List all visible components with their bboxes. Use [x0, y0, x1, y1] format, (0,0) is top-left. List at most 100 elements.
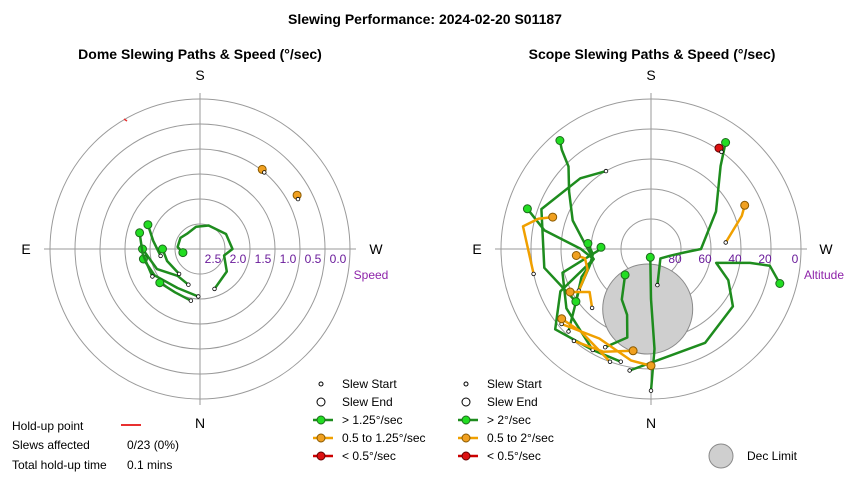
dome-radial-label: Speed [354, 268, 389, 282]
scope-tick-label: 20 [758, 252, 772, 266]
scope-slew-end-point [596, 242, 606, 252]
legend-medium-marker [316, 433, 326, 443]
dome-legend: Slew Start Slew End > 1.25°/sec 0.5 to 1… [313, 377, 426, 463]
dome-tick-labels: 2.5 2.0 1.5 1.0 0.5 0.0 [205, 252, 347, 266]
stat-hold-up-time-value: 0.1 mins [127, 458, 172, 472]
dome-slew-start-point [158, 253, 163, 259]
dome-polar-chart: Dome Slewing Paths & Speed (°/sec) S N E… [21, 46, 388, 431]
scope-slew-end-point [775, 279, 785, 288]
dome-cardinal-right: W [369, 241, 383, 257]
dome-slew-end-point [158, 244, 167, 254]
scope-slew-path [570, 290, 594, 309]
scope-slew-start-point [589, 305, 595, 311]
scope-slew-start-point [627, 368, 632, 373]
scope-legend: Slew Start Slew End > 2°/sec 0.5 to 2°/s… [458, 377, 798, 469]
scope-slew-end-point [548, 212, 558, 222]
dome-subtitle: Dome Slewing Paths & Speed (°/sec) [78, 46, 322, 62]
scope-slew-end-point [555, 136, 565, 145]
legend-slew-start-marker [318, 381, 324, 387]
legend-slew-end-marker [316, 397, 326, 407]
scope-cardinal-bottom: N [646, 415, 656, 431]
scope-grid [495, 93, 807, 405]
scope-slew-start-point [571, 338, 577, 344]
legend-slow-label: < 0.5°/sec [487, 449, 541, 463]
legend-dec-limit-label: Dec Limit [747, 449, 798, 463]
scope-slew-end-point [583, 239, 593, 248]
dome-cardinal-left: E [21, 241, 30, 257]
scope-slew-path [573, 339, 634, 353]
dome-tick-label: 0.0 [330, 252, 347, 266]
scope-slew-path [561, 246, 602, 351]
dome-slew-start-point [262, 170, 267, 175]
dome-slew-start-point [150, 274, 155, 279]
legend-slew-start-label: Slew Start [342, 377, 397, 391]
scope-slew-start-point [648, 388, 654, 393]
scope-slew-start-point [603, 168, 609, 174]
legend-slow-marker [461, 451, 471, 461]
scope-slew-path [604, 274, 629, 349]
figure-title: Slewing Performance: 2024-02-20 S01187 [288, 11, 562, 27]
scope-slew-start-point [607, 359, 613, 364]
scope-tick-label: 60 [698, 252, 712, 266]
dome-tick-label: 1.5 [255, 252, 272, 266]
legend-medium-label: 0.5 to 2°/sec [487, 431, 554, 445]
scope-slew-start-point [618, 359, 623, 364]
hold-up-label: Hold-up point [12, 419, 84, 433]
scope-slew-start-point [719, 149, 724, 155]
scope-slew-end-point [620, 270, 630, 280]
legend-dec-limit-marker [708, 443, 734, 469]
scope-tick-label: 0 [792, 252, 799, 266]
dome-slew-start-point [212, 286, 217, 292]
dome-hold-up-mark [123, 118, 128, 122]
stat-hold-up-time-label: Total hold-up time [12, 458, 107, 472]
dome-slew-start-point [188, 298, 194, 303]
scope-slew-start-point [531, 271, 536, 277]
dome-slew-path [141, 248, 190, 286]
scope-slew-end-point [571, 297, 581, 307]
dome-tick-label: 2.5 [205, 252, 222, 266]
dome-slew-path [138, 232, 154, 277]
scope-slew-path [521, 215, 553, 275]
scope-slew-start-point [603, 345, 608, 350]
scope-slew-end-point [522, 204, 532, 214]
stat-slews-affected-value: 0/23 (0%) [127, 438, 179, 452]
legend-slew-end-label: Slew End [487, 395, 538, 409]
legend-slow-label: < 0.5°/sec [342, 449, 396, 463]
dome-slew-start-point [295, 196, 301, 202]
legend-fast-label: > 1.25°/sec [342, 413, 403, 427]
legend-fast-marker [461, 415, 471, 425]
scope-slew-path [540, 169, 607, 303]
dome-slew-start-point [196, 294, 201, 299]
scope-slew-path [656, 142, 727, 286]
legend-fast-label: > 2°/sec [487, 413, 531, 427]
scope-slew-path [724, 204, 746, 244]
scope-slew-end-point [646, 361, 656, 371]
legend-slew-start-label: Slew Start [487, 377, 542, 391]
dome-tick-label: 0.5 [305, 252, 322, 266]
scope-subtitle: Scope Slewing Paths & Speed (°/sec) [529, 46, 776, 62]
legend-medium-marker [461, 433, 471, 443]
scope-dec-limit-area [602, 263, 694, 355]
scope-slew-path [575, 254, 589, 292]
scope-slew-end-point [645, 252, 655, 262]
scope-slew-start-point [723, 240, 728, 245]
scope-slew-start-point [566, 329, 571, 334]
scope-cardinal-left: E [472, 241, 481, 257]
scope-slew-start-point [655, 282, 660, 288]
scope-radial-label: Altitude [804, 268, 844, 282]
hold-up-info: Hold-up point Slews affected 0/23 (0%) T… [12, 419, 179, 472]
scope-slew-end-point [740, 200, 750, 210]
dome-paths [135, 164, 302, 303]
scope-paths [521, 136, 785, 393]
dome-cardinal-top: S [195, 67, 204, 83]
dome-tick-label: 2.0 [230, 252, 247, 266]
legend-slew-end-marker [461, 397, 471, 407]
scope-polar-chart: Scope Slewing Paths & Speed (°/sec) S N … [472, 46, 844, 431]
dome-slew-end-point [135, 228, 145, 238]
legend-fast-marker [316, 415, 326, 425]
dome-slew-end-point [155, 278, 165, 288]
legend-medium-label: 0.5 to 1.25°/sec [342, 431, 426, 445]
scope-cardinal-top: S [646, 67, 655, 83]
scope-slew-end-point [721, 138, 731, 147]
